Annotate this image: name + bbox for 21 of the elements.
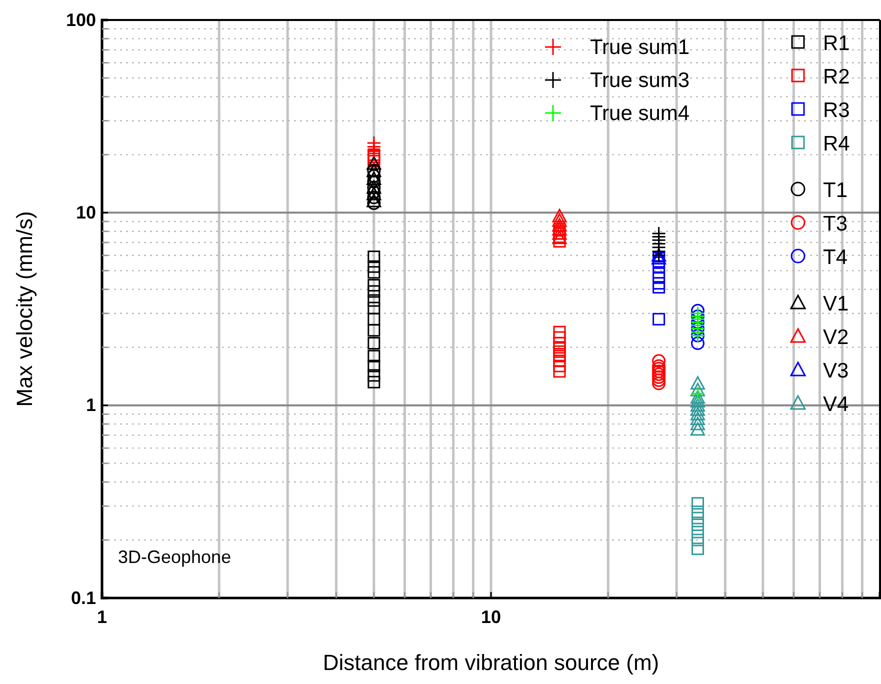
legend-label: R3 (823, 99, 850, 122)
legend-label: T4 (823, 246, 848, 269)
y-axis-title: Max velocity (mm/s) (12, 211, 37, 407)
legend-label: R2 (823, 66, 850, 88)
y-tick-label: 10 (76, 202, 96, 222)
legend-label: V1 (823, 292, 849, 316)
y-tick-label: 1 (86, 395, 96, 416)
legend-label: T1 (823, 179, 848, 202)
x-axis-title: Distance from vibration source (m) (322, 650, 660, 675)
legend-label: True sum4 (590, 102, 690, 125)
y-tick-label: 100 (66, 10, 96, 30)
legend-label: V2 (823, 326, 849, 349)
y-tick-label: 0.1 (70, 588, 96, 608)
legend-label: R1 (823, 32, 850, 55)
legend-label: V4 (823, 393, 850, 416)
legend-label: V3 (823, 360, 849, 382)
legend-label: True sum1 (590, 36, 690, 59)
annotation: 3D-Geophone (118, 547, 232, 567)
legend-label: R4 (823, 132, 850, 156)
legend-label: True sum3 (590, 69, 690, 92)
legend-label: T3 (823, 212, 848, 236)
